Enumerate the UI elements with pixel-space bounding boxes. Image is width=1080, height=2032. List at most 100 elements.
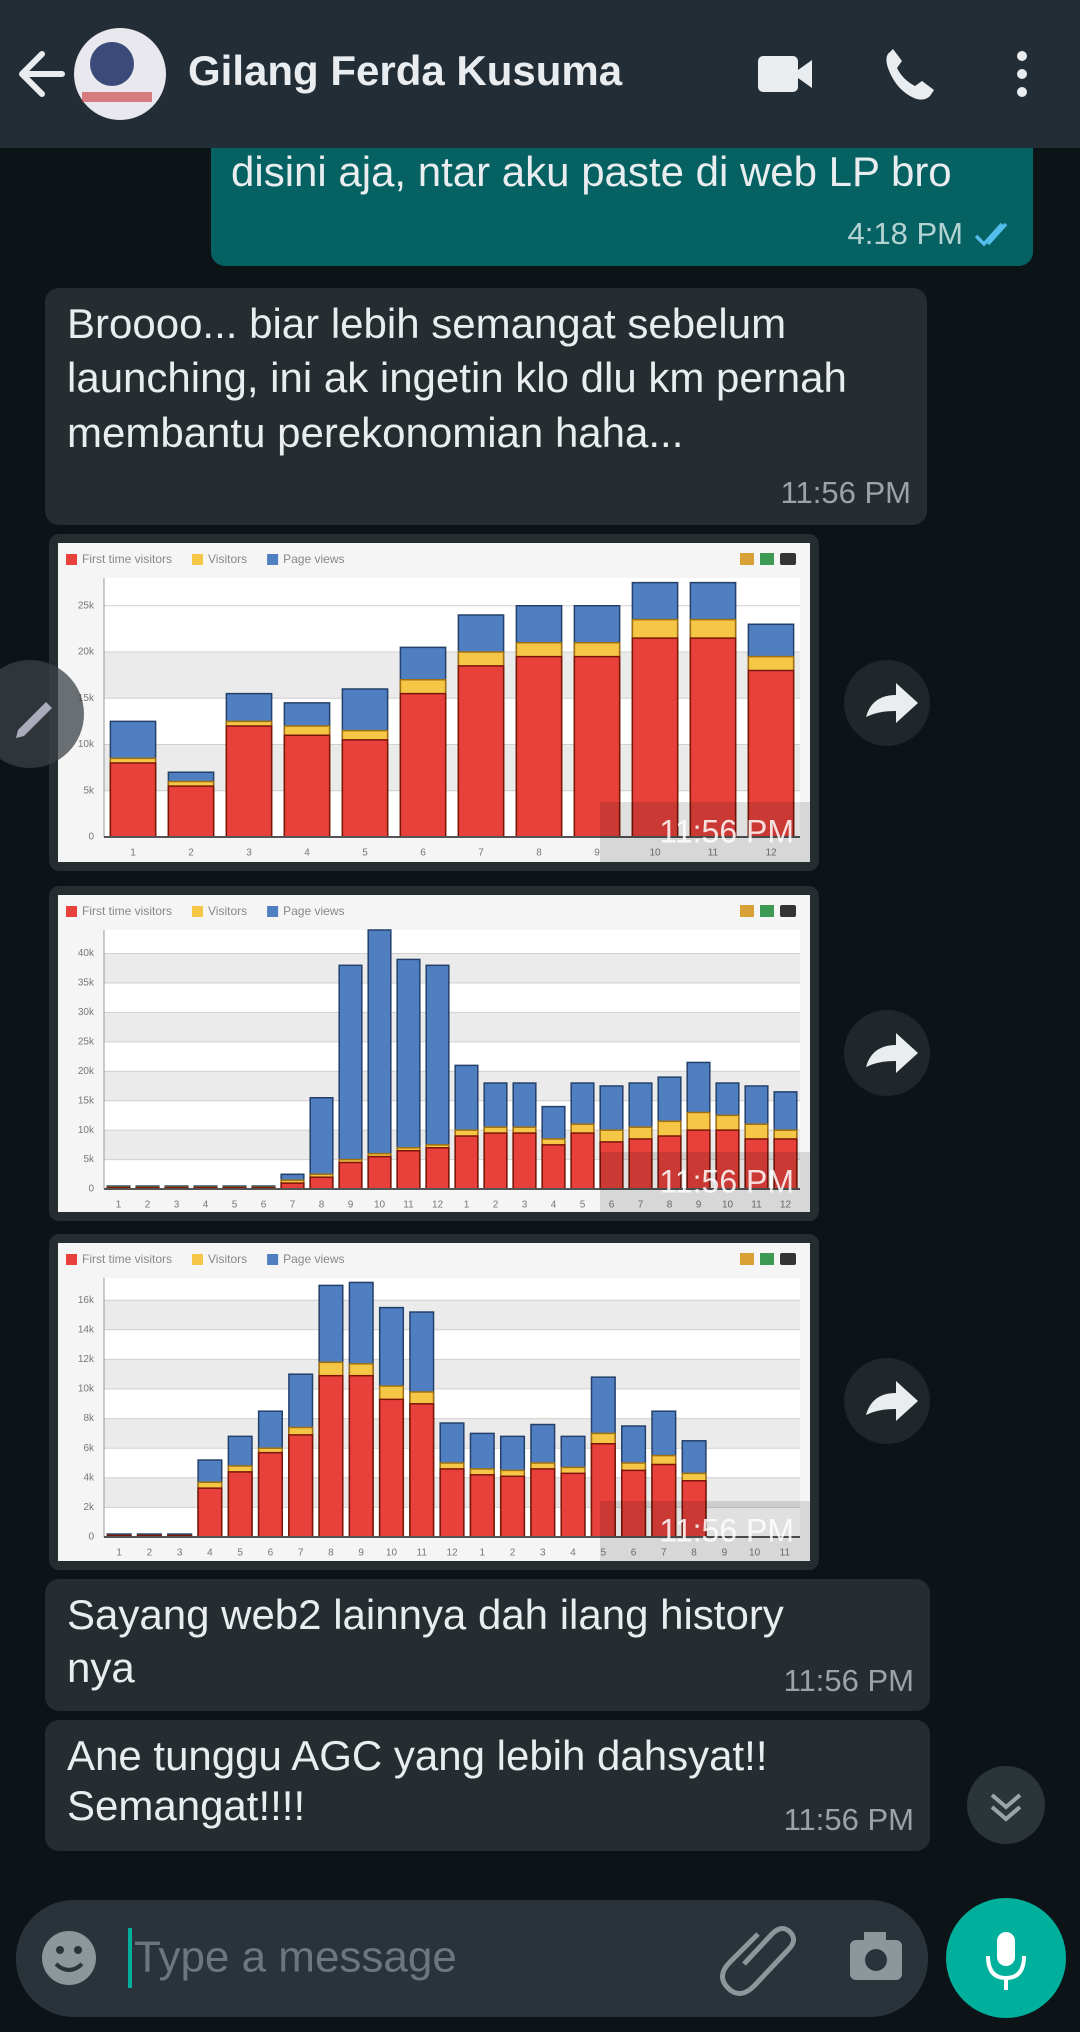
menu-button[interactable] bbox=[1017, 51, 1027, 97]
chart-image: First time visitors Visitors Page views 0 5k… bbox=[58, 895, 810, 1212]
forward-icon bbox=[866, 1033, 918, 1073]
bar bbox=[512, 1132, 537, 1190]
chart-tool-icon bbox=[780, 905, 796, 917]
emoji-button[interactable] bbox=[42, 1931, 96, 1985]
x-tick-label: 6 bbox=[261, 1200, 267, 1211]
bar bbox=[573, 655, 621, 838]
x-tick-label: 12 bbox=[446, 1548, 458, 1559]
x-tick-label: 8 bbox=[536, 848, 542, 859]
bar bbox=[457, 665, 505, 838]
bar bbox=[367, 1155, 392, 1190]
x-tick-label: 3 bbox=[246, 848, 252, 859]
x-tick-label: 3 bbox=[540, 1548, 546, 1559]
x-tick-label: 6 bbox=[420, 848, 426, 859]
image-shade bbox=[600, 1501, 810, 1561]
message: Sayang web2 lainnya dah ilang history nya… bbox=[45, 1579, 930, 1711]
x-tick-label: 3 bbox=[174, 1200, 180, 1211]
y-tick-label: 10k bbox=[78, 739, 95, 750]
legend-label: Page views bbox=[283, 904, 344, 918]
bar bbox=[454, 1135, 479, 1190]
bar bbox=[631, 637, 679, 838]
emoji-eye bbox=[56, 1946, 64, 1954]
legend-label: Page views bbox=[283, 552, 344, 566]
camera-button[interactable] bbox=[850, 1932, 902, 1980]
message-input[interactable] bbox=[16, 1900, 928, 2017]
message: disini aja, ntar aku paste di web LP bro… bbox=[211, 115, 1033, 266]
grid-band bbox=[104, 1012, 800, 1042]
x-tick-label: 3 bbox=[522, 1200, 528, 1211]
chart-tool-icon bbox=[760, 553, 774, 565]
x-tick-label: 5 bbox=[362, 848, 368, 859]
x-tick-label: 7 bbox=[298, 1548, 304, 1559]
image-shade bbox=[600, 1152, 810, 1212]
grid-band bbox=[104, 744, 800, 791]
message-text: membantu perekonomian haha... bbox=[67, 409, 683, 456]
message-text: Semangat!!!! bbox=[67, 1782, 305, 1829]
emoji-mouth bbox=[54, 1962, 84, 1972]
chart-tool-icon bbox=[740, 905, 754, 917]
message: Ane tunggu AGC yang lebih dahsyat!!Seman… bbox=[45, 1720, 930, 1851]
voice-call-button[interactable] bbox=[886, 49, 934, 100]
avatar-banner bbox=[82, 92, 152, 102]
camera-lens bbox=[865, 1949, 887, 1971]
x-tick-label: 7 bbox=[661, 1548, 667, 1559]
message-time: 11:56 PM bbox=[781, 475, 911, 510]
grid-band bbox=[104, 1071, 800, 1101]
y-tick-label: 15k bbox=[78, 1095, 95, 1106]
x-tick-label: 2 bbox=[510, 1548, 516, 1559]
pencil-icon bbox=[16, 702, 52, 738]
message-time: 4:18 PM bbox=[848, 216, 963, 251]
bar bbox=[257, 1451, 283, 1538]
bar bbox=[560, 1472, 586, 1538]
y-tick-label: 0 bbox=[88, 1532, 94, 1543]
message-time: 11:56 PM bbox=[784, 1663, 914, 1698]
bar bbox=[367, 929, 392, 1190]
video-call-button[interactable] bbox=[758, 56, 812, 92]
legend-swatch bbox=[192, 554, 203, 565]
scroll-down-icon bbox=[990, 1793, 1022, 1822]
legend-swatch bbox=[192, 1254, 203, 1265]
x-tick-label: 10 bbox=[749, 1548, 761, 1559]
x-tick-label: 7 bbox=[290, 1200, 296, 1211]
x-tick-label: 10 bbox=[722, 1200, 734, 1211]
x-tick-label: 4 bbox=[207, 1548, 213, 1559]
outgoing-bubble bbox=[211, 115, 1033, 266]
bar bbox=[341, 739, 389, 838]
y-tick-label: 10k bbox=[78, 1125, 95, 1136]
x-tick-label: 11 bbox=[780, 1548, 791, 1559]
attach-button[interactable] bbox=[720, 1926, 796, 1996]
x-tick-label: 6 bbox=[631, 1548, 637, 1559]
bar bbox=[378, 1398, 405, 1538]
bar bbox=[338, 964, 363, 1190]
y-tick-label: 10k bbox=[78, 1384, 95, 1395]
x-tick-label: 2 bbox=[188, 848, 194, 859]
y-tick-label: 16k bbox=[78, 1295, 95, 1306]
chart-tool-icon bbox=[760, 1253, 774, 1265]
legend-label: Visitors bbox=[208, 904, 247, 918]
bar bbox=[570, 1132, 595, 1190]
x-tick-label: 10 bbox=[649, 848, 661, 859]
chart-tool-icon bbox=[780, 1253, 796, 1265]
bar bbox=[483, 1132, 508, 1190]
x-tick-label: 1 bbox=[116, 1548, 122, 1559]
read-receipt bbox=[974, 222, 1008, 247]
x-tick-label: 11 bbox=[403, 1200, 414, 1211]
bar bbox=[499, 1475, 526, 1538]
x-tick-label: 4 bbox=[304, 848, 310, 859]
chart-image: First time visitors Visitors Page views 0 5k… bbox=[58, 543, 810, 862]
legend-label: First time visitors bbox=[82, 1252, 172, 1266]
x-tick-label: 2 bbox=[145, 1200, 151, 1211]
x-tick-label: 8 bbox=[319, 1200, 325, 1211]
legend-swatch bbox=[192, 906, 203, 917]
contact-name[interactable]: Gilang Ferda Kusuma bbox=[188, 47, 623, 94]
x-tick-label: 9 bbox=[722, 1548, 728, 1559]
x-tick-label: 8 bbox=[691, 1548, 697, 1559]
legend-label: Page views bbox=[283, 1252, 344, 1266]
plot-area bbox=[104, 578, 800, 837]
x-tick-label: 6 bbox=[609, 1200, 615, 1211]
back-button[interactable] bbox=[19, 51, 65, 97]
message-list: disini aja, ntar aku paste di web LP bro… bbox=[45, 115, 1033, 1851]
legend-swatch bbox=[66, 554, 77, 565]
x-tick-label: 7 bbox=[478, 848, 484, 859]
text-cursor bbox=[128, 1928, 132, 1988]
